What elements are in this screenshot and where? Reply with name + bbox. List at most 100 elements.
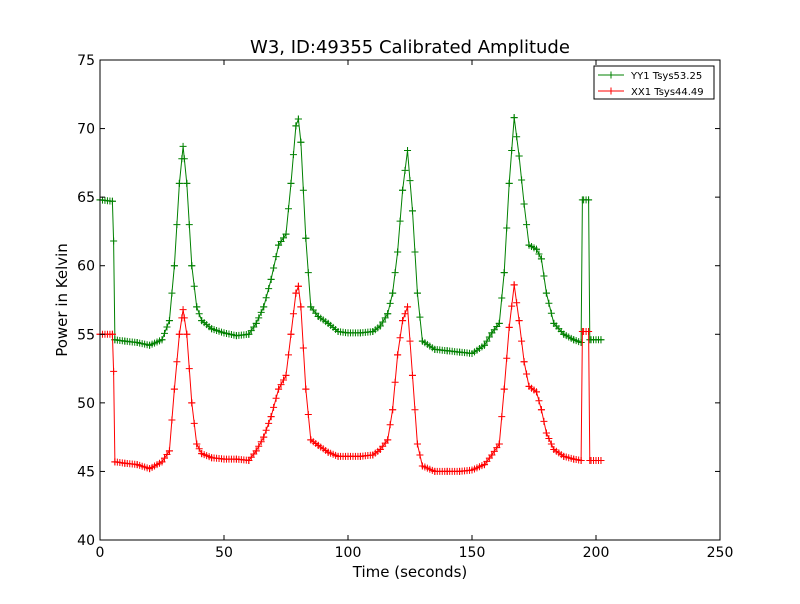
data-marker (110, 367, 118, 375)
data-marker (121, 337, 129, 345)
data-marker (404, 147, 412, 155)
data-marker (550, 319, 558, 327)
data-marker (404, 303, 412, 311)
data-marker (537, 255, 545, 263)
data-marker (515, 317, 523, 325)
data-marker (431, 345, 439, 353)
data-marker (284, 205, 292, 213)
y-tick-label: 65 (77, 190, 95, 206)
data-marker (307, 303, 315, 311)
data-marker (503, 224, 511, 232)
data-marker (304, 411, 312, 419)
data-marker (443, 347, 451, 355)
data-marker (386, 299, 394, 307)
data-marker (188, 399, 196, 407)
data-marker (232, 455, 240, 463)
legend-item: XX1 Tsys44.49 (598, 87, 704, 98)
data-marker (163, 451, 171, 459)
data-marker (183, 179, 191, 187)
data-marker (175, 330, 183, 338)
data-marker (570, 336, 578, 344)
y-tick-label: 55 (77, 327, 95, 343)
data-marker (394, 248, 402, 256)
data-marker (245, 456, 253, 464)
data-marker (597, 456, 605, 464)
legend-items: YY1 Tsys53.25 XX1 Tsys44.49 (598, 71, 704, 98)
data-marker (545, 299, 553, 307)
data-marker (483, 337, 491, 345)
data-marker (257, 308, 265, 316)
data-marker (255, 314, 263, 322)
data-marker (396, 217, 404, 225)
data-marker (146, 465, 154, 473)
data-marker (540, 272, 548, 280)
legend-marker (607, 71, 615, 79)
data-marker (165, 317, 173, 325)
data-marker (195, 445, 203, 453)
data-marker (111, 458, 119, 466)
data-marker (520, 358, 528, 366)
data-marker (505, 179, 513, 187)
data-marker (289, 310, 297, 318)
data-marker (505, 323, 513, 331)
legend: YY1 Tsys53.25 XX1 Tsys44.49 (593, 65, 715, 100)
data-marker (302, 234, 310, 242)
data-marker (413, 289, 421, 297)
legend-marker (607, 87, 615, 95)
data-marker (133, 339, 141, 347)
data-marker (334, 452, 342, 460)
data-marker (545, 435, 553, 443)
data-marker (170, 385, 178, 393)
data-marker (396, 334, 404, 342)
x-tick-label: 150 (459, 545, 486, 561)
data-marker (179, 142, 187, 150)
data-marker (262, 426, 270, 434)
data-marker (577, 339, 585, 347)
data-marker (108, 330, 116, 338)
data-marker (597, 336, 605, 344)
data-marker (299, 344, 307, 352)
data-marker (252, 447, 260, 455)
series-layer (96, 114, 605, 475)
data-marker (158, 336, 166, 344)
data-marker (170, 262, 178, 270)
data-marker (289, 151, 297, 159)
data-marker (518, 337, 526, 345)
x-tick-label: 50 (215, 545, 233, 561)
data-marker (389, 289, 397, 297)
data-marker (198, 450, 206, 458)
data-marker (265, 419, 273, 427)
data-marker (535, 397, 543, 405)
data-marker (523, 370, 531, 378)
data-marker (275, 385, 283, 393)
ticks-layer: 0 50 100 150 200 250 40 45 50 55 60 65 70 75 (77, 53, 733, 561)
data-marker (287, 330, 295, 338)
data-marker (376, 322, 384, 330)
data-marker (413, 440, 421, 448)
data-marker (270, 264, 278, 272)
data-marker (418, 462, 426, 470)
data-marker (560, 330, 568, 338)
data-marker (389, 406, 397, 414)
data-marker (416, 313, 424, 321)
data-marker (356, 329, 364, 337)
data-marker (294, 115, 302, 123)
data-marker (198, 317, 206, 325)
data-marker (495, 440, 503, 448)
data-marker (585, 196, 593, 204)
data-marker (480, 461, 488, 469)
data-marker (255, 442, 263, 450)
data-marker (344, 452, 352, 460)
data-marker (185, 365, 193, 373)
y-tick-label: 60 (77, 259, 95, 275)
legend-label: XX1 Tsys44.49 (631, 87, 704, 98)
data-marker (488, 329, 496, 337)
data-marker (560, 452, 568, 460)
data-marker (498, 413, 506, 421)
series-markers (96, 114, 605, 357)
x-axis-label: Time (seconds) (352, 563, 468, 581)
data-marker (406, 337, 414, 345)
data-marker (190, 419, 198, 427)
y-tick-label: 45 (77, 464, 95, 480)
